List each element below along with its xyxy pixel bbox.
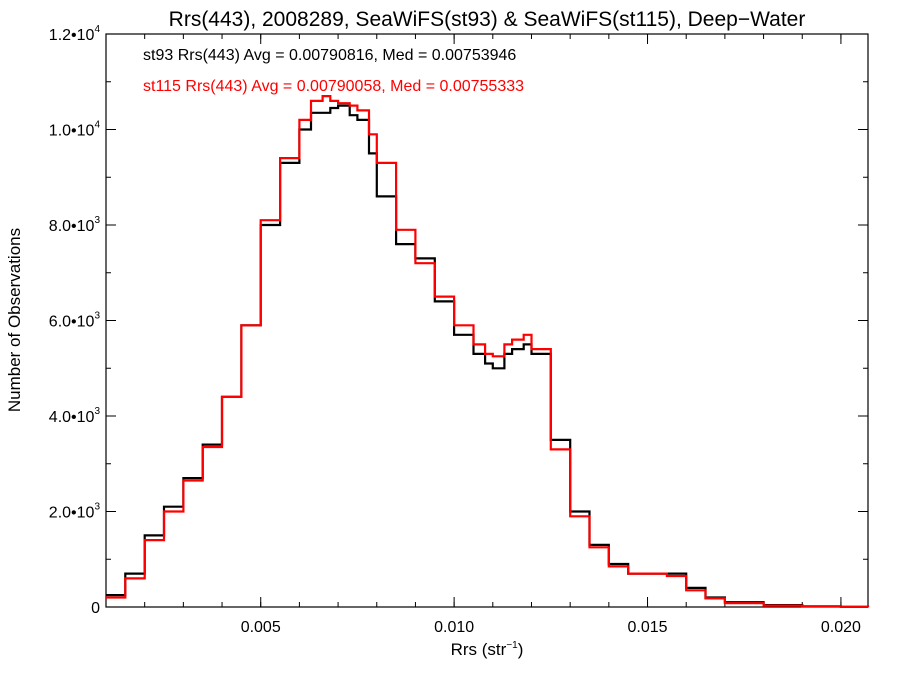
y-tick-label: 1.2•104 xyxy=(49,24,101,44)
x-tick-label: 0.005 xyxy=(241,619,281,636)
x-axis-label: Rrs (str−1) xyxy=(451,640,524,659)
y-tick-label: 0 xyxy=(91,600,100,617)
plot-frame xyxy=(105,33,869,608)
st93-histogram-line xyxy=(106,104,870,608)
x-tick-label: 0.010 xyxy=(434,619,474,636)
y-tick-label: 4.0•103 xyxy=(49,406,101,426)
st93-stats-annotation: st93 Rrs(443) Avg = 0.00790816, Med = 0.… xyxy=(143,47,516,64)
y-tick-label: 6.0•103 xyxy=(49,311,101,331)
st115-stats-annotation: st115 Rrs(443) Avg = 0.00790058, Med = 0… xyxy=(143,78,524,95)
y-tick-label: 2.0•103 xyxy=(49,502,101,522)
chart-title: Rrs(443), 2008289, SeaWiFS(st93) & SeaWi… xyxy=(169,8,806,31)
x-tick-label: 0.020 xyxy=(821,619,861,636)
y-axis-label: Number of Observations xyxy=(5,228,24,412)
x-tick-label: 0.015 xyxy=(627,619,667,636)
st115-histogram-line xyxy=(106,95,870,608)
y-tick-label: 1.0•104 xyxy=(49,120,101,140)
plot-area: 0.005 0.010 0.015 0.020 0 2.0•103 4.0•103 6.0•1… xyxy=(49,24,870,636)
y-tick-label: 8.0•103 xyxy=(49,215,101,235)
